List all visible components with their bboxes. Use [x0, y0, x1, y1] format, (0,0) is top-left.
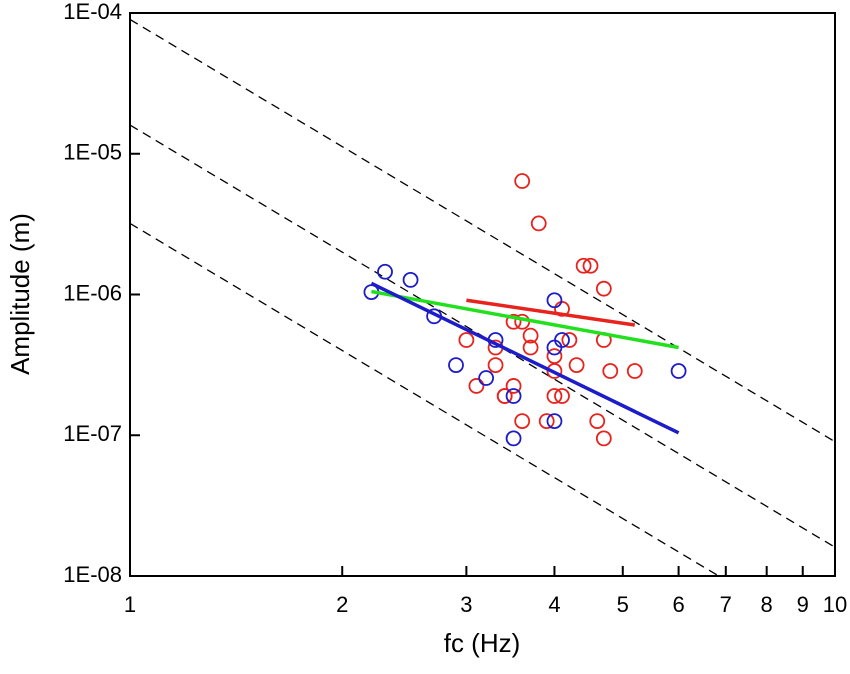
data-point [546, 363, 563, 379]
data-point [546, 388, 563, 404]
y-axis-title: Amplitude (m) [5, 213, 35, 375]
data-point [377, 263, 393, 280]
x-tick-label: 3 [460, 592, 472, 617]
data-point [505, 430, 522, 447]
data-point [554, 388, 570, 404]
x-axis-title: fc (Hz) [444, 628, 521, 658]
data-point [602, 363, 619, 379]
data-point [626, 363, 643, 379]
x-tick-label: 10 [823, 592, 847, 617]
trend-line [371, 289, 679, 350]
data-point [448, 357, 464, 374]
data-point [505, 378, 522, 394]
data-point [522, 327, 539, 344]
data-point [514, 173, 531, 189]
y-tick-label: 1E-05 [63, 140, 122, 165]
plot-area [130, 18, 835, 576]
data-point [575, 257, 592, 274]
reference-line [130, 18, 835, 443]
data-point [546, 292, 563, 309]
data-point [568, 357, 585, 374]
data-point [522, 339, 539, 356]
data-point [514, 413, 531, 430]
trend-line [466, 298, 636, 327]
data-point [546, 348, 563, 365]
x-tick-label: 6 [672, 592, 684, 617]
x-tick-label: 1 [124, 592, 136, 617]
x-tick-label: 9 [797, 592, 809, 617]
trend-line [370, 281, 680, 435]
plot-frame [129, 12, 836, 577]
data-point [670, 363, 687, 379]
x-tick-label: 7 [720, 592, 732, 617]
y-tick-label: 1E-06 [63, 280, 122, 305]
data-point [487, 357, 504, 374]
data-point [582, 257, 599, 274]
x-tick-label: 2 [336, 592, 348, 617]
reference-line [130, 222, 720, 576]
y-tick-label: 1E-04 [63, 0, 122, 24]
data-point [595, 430, 612, 447]
data-point [496, 388, 513, 404]
data-point [402, 271, 419, 288]
data-point [546, 339, 563, 356]
data-point [538, 413, 555, 430]
data-point [478, 370, 495, 386]
data-point [530, 215, 547, 232]
data-point [505, 313, 522, 330]
data-point [505, 388, 522, 404]
x-tick-label: 8 [761, 592, 773, 617]
data-point [554, 332, 570, 348]
x-tick-label: 4 [548, 592, 560, 617]
data-point [546, 413, 563, 430]
data-point [468, 378, 485, 394]
data-point [595, 280, 612, 297]
x-tick-label: 5 [617, 592, 629, 617]
data-point [458, 332, 475, 348]
data-point [589, 413, 606, 430]
y-tick-label: 1E-07 [63, 421, 122, 446]
data-point [561, 332, 578, 348]
y-tick-label: 1E-08 [63, 562, 122, 587]
